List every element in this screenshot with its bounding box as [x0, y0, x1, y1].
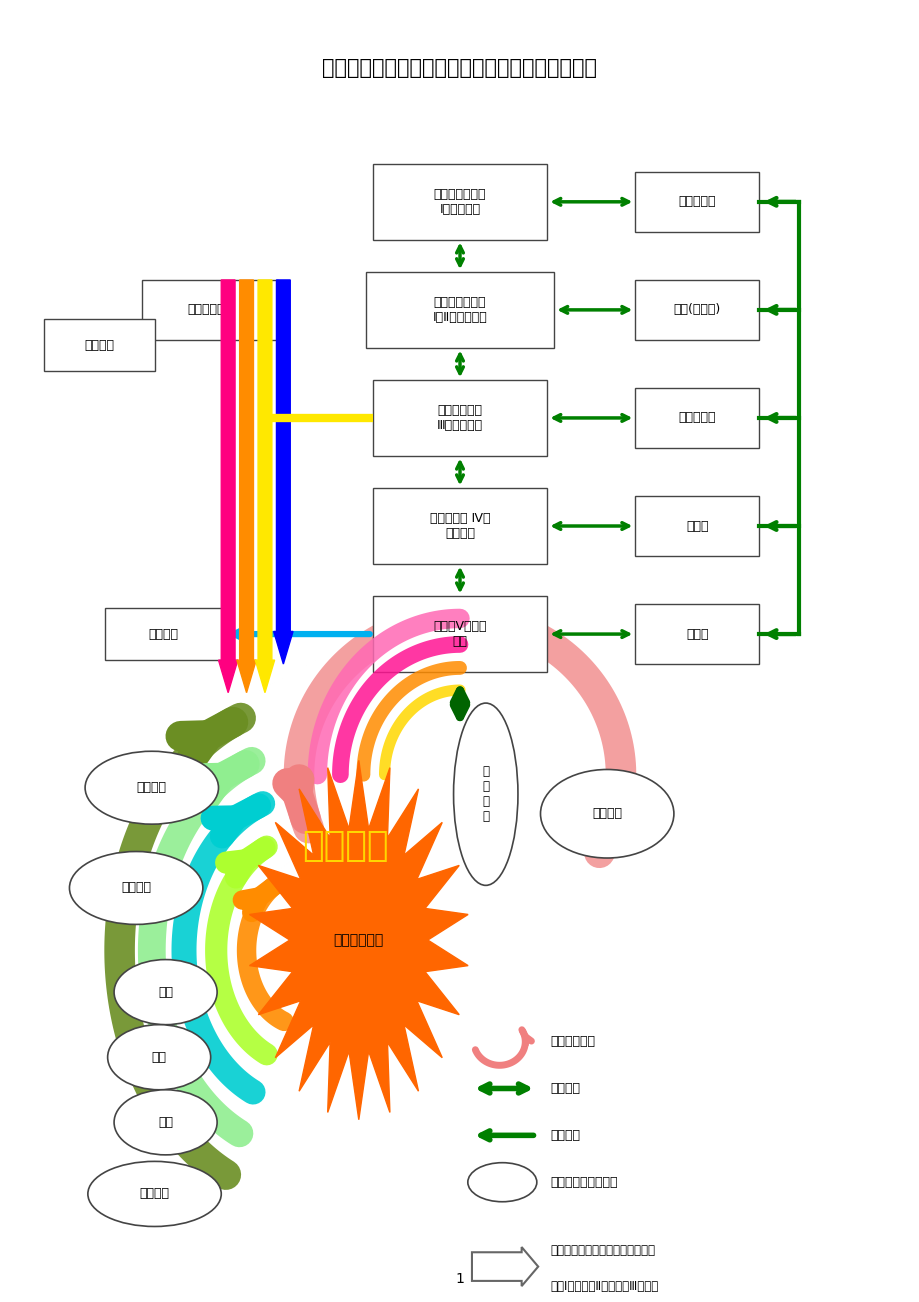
FancyBboxPatch shape	[634, 388, 759, 448]
Text: 鉴测: 鉴测	[158, 986, 173, 999]
Ellipse shape	[108, 1025, 210, 1090]
FancyArrow shape	[274, 280, 293, 664]
Text: 现场指挥: 现场指挥	[149, 628, 178, 641]
Text: 信
息
报
送: 信 息 报 送	[482, 766, 489, 823]
FancyBboxPatch shape	[372, 488, 547, 564]
Text: 学校各处室: 学校各处室	[678, 411, 715, 424]
Text: 镇乡级指挥部: 镇乡级指挥部	[187, 303, 232, 316]
Text: 信息传递: 信息传递	[550, 1082, 580, 1095]
FancyBboxPatch shape	[142, 280, 278, 340]
FancyArrow shape	[237, 280, 255, 693]
Ellipse shape	[540, 769, 673, 858]
Text: 1: 1	[455, 1272, 464, 1285]
Text: 网络直报: 网络直报	[550, 1129, 580, 1142]
Ellipse shape	[114, 960, 217, 1025]
Text: 突发公共事件: 突发公共事件	[334, 934, 383, 947]
Ellipse shape	[85, 751, 219, 824]
Text: 预测: 预测	[158, 1116, 173, 1129]
Text: 各分管领导 Ⅳ级
应急响应: 各分管领导 Ⅳ级 应急响应	[429, 512, 490, 540]
Text: 总结评估: 总结评估	[121, 881, 151, 894]
Text: 应急响应: 应急响应	[592, 807, 621, 820]
FancyBboxPatch shape	[634, 280, 759, 340]
Text: 应急处置过程: 应急处置过程	[550, 1035, 595, 1048]
Ellipse shape	[114, 1090, 217, 1155]
FancyBboxPatch shape	[634, 172, 759, 232]
Ellipse shape	[88, 1161, 221, 1226]
Ellipse shape	[70, 852, 202, 924]
FancyBboxPatch shape	[372, 596, 547, 672]
Text: 根据箭头内颜色代表事件等级：分: 根据箭头内颜色代表事件等级：分	[550, 1245, 654, 1258]
Text: 成员单位: 成员单位	[85, 339, 114, 352]
FancyBboxPatch shape	[372, 380, 547, 456]
Ellipse shape	[468, 1163, 537, 1202]
Text: 各班级: 各班级	[686, 628, 708, 641]
Text: 应急准备: 应急准备	[140, 1187, 169, 1200]
FancyBboxPatch shape	[634, 604, 759, 664]
FancyBboxPatch shape	[634, 496, 759, 556]
Text: 班主任Ⅴ级应急
响应: 班主任Ⅴ级应急 响应	[433, 620, 486, 648]
Text: 应急处置: 应急处置	[301, 829, 388, 863]
Ellipse shape	[453, 703, 517, 885]
FancyBboxPatch shape	[44, 319, 154, 371]
Polygon shape	[249, 760, 468, 1120]
Text: 预警: 预警	[152, 1051, 166, 1064]
FancyBboxPatch shape	[372, 164, 547, 240]
FancyBboxPatch shape	[366, 272, 553, 348]
Text: 象山县人民政府
Ⅰ级应急响应: 象山县人民政府 Ⅰ级应急响应	[433, 187, 486, 216]
Text: 学校(幼儿园): 学校(幼儿园)	[673, 303, 720, 316]
FancyBboxPatch shape	[105, 608, 222, 660]
Text: 象山学校（幼儿园）突发公共事件应急处置流程图: 象山学校（幼儿园）突发公共事件应急处置流程图	[323, 57, 596, 78]
Text: 象山教育局: 象山教育局	[678, 195, 715, 208]
FancyArrow shape	[219, 280, 237, 693]
Text: 应急运行程序、内容: 应急运行程序、内容	[550, 1176, 617, 1189]
Text: 某镇乡街道政府
Ⅰ、Ⅱ级应急响应: 某镇乡街道政府 Ⅰ、Ⅱ级应急响应	[432, 296, 487, 324]
Text: 年级组: 年级组	[686, 519, 708, 533]
Text: 善后处理: 善后处理	[137, 781, 166, 794]
Text: 学校领导小组
Ⅲ级应急响应: 学校领导小组 Ⅲ级应急响应	[437, 404, 482, 432]
Text: 红（Ⅰ）、橙（Ⅱ）、黄（Ⅲ）、蓝: 红（Ⅰ）、橙（Ⅱ）、黄（Ⅲ）、蓝	[550, 1280, 658, 1293]
FancyArrow shape	[255, 280, 274, 693]
FancyArrow shape	[471, 1247, 538, 1286]
